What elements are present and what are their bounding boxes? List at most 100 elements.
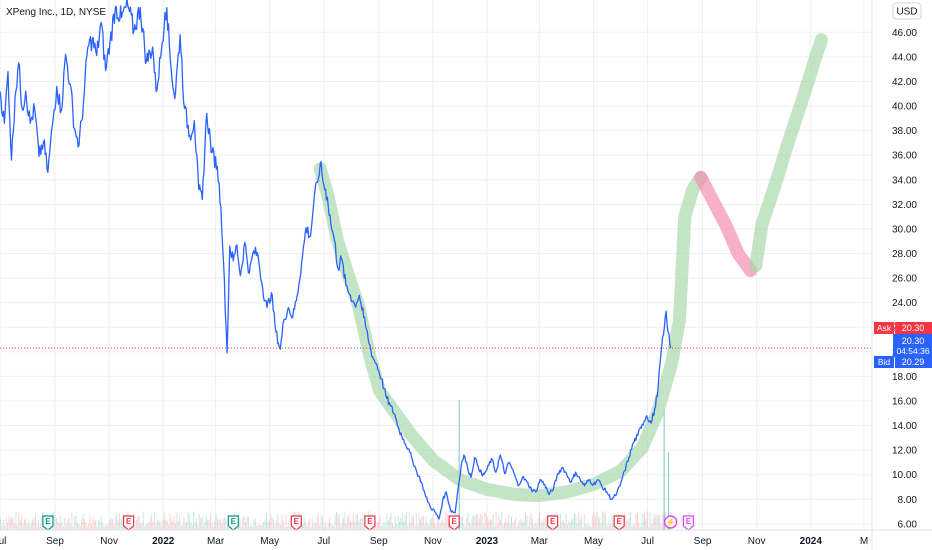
y-tick-label: 12.00 [892, 446, 917, 457]
earnings-marker[interactable]: E [123, 515, 135, 531]
volume-bar [282, 520, 284, 530]
volume-bar [543, 519, 545, 530]
volume-bar [565, 512, 567, 530]
volume-bar [604, 513, 606, 530]
volume-spike [663, 410, 665, 530]
volume-bar [487, 517, 489, 530]
volume-bar [222, 517, 224, 530]
volume-bar [210, 512, 211, 530]
volume-bar [400, 517, 402, 530]
volume-bar [648, 526, 650, 530]
volume-bar [142, 511, 144, 530]
volume-bar [649, 512, 651, 530]
volume-bar [547, 525, 549, 530]
volume-bar [355, 513, 357, 530]
volume-bar [275, 520, 277, 530]
volume-bar [520, 519, 522, 530]
volume-bar [113, 525, 115, 530]
volume-bar [212, 526, 214, 530]
volume-bar [33, 517, 35, 530]
earnings-marker[interactable]: E [290, 515, 302, 531]
y-tick-label: 34.00 [892, 175, 917, 186]
volume-bar [7, 522, 8, 530]
earnings-marker[interactable]: E [227, 515, 239, 531]
volume-bar [471, 516, 473, 530]
volume-bar [404, 515, 406, 530]
volume-bar [327, 523, 329, 530]
earnings-marker[interactable]: E [448, 515, 460, 531]
event-marker[interactable]: ⚡ [663, 515, 678, 529]
earnings-marker[interactable]: E [682, 515, 694, 531]
earnings-marker[interactable]: E [547, 515, 559, 531]
chart-title: XPeng Inc., 1D, NYSE [6, 7, 106, 18]
volume-bar [95, 519, 97, 530]
y-tick-label: 46.00 [892, 28, 917, 39]
x-tick-label: 2023 [476, 536, 499, 547]
volume-bar [253, 519, 255, 530]
volume-bar [505, 518, 507, 530]
volume-bar [9, 519, 11, 530]
volume-bar [288, 519, 290, 530]
currency-button[interactable]: USD [892, 2, 922, 20]
volume-bar [334, 515, 336, 530]
earnings-marker[interactable]: E [364, 515, 376, 531]
volume-bar [540, 520, 542, 530]
y-tick-label: 40.00 [892, 102, 917, 113]
volume-bar [578, 511, 580, 530]
event-markers[interactable]: E E E E E E E E ⚡ E [42, 515, 694, 531]
volume-bar [571, 519, 573, 530]
volume-bar [100, 515, 102, 530]
volume-bar [252, 526, 253, 530]
volume-bar [4, 525, 6, 530]
svg-text:E: E [452, 517, 458, 526]
price-axis[interactable]: 6.008.0010.0012.0014.0016.0018.0020.0022… [871, 0, 917, 550]
volume-bar [246, 517, 248, 530]
volume-bar [628, 517, 630, 530]
volume-bar [15, 511, 17, 530]
volume-bar [329, 517, 330, 530]
volume-bar [432, 514, 434, 530]
volume-bar [394, 516, 396, 530]
volume-bar [536, 523, 538, 530]
volume-bar [401, 512, 403, 530]
volume-bar [35, 514, 36, 530]
volume-bar [638, 522, 640, 530]
time-axis[interactable]: Jul Sep Nov 2022 Mar May Jul Sep Nov 2023 Mar May Ju… [0, 529, 932, 547]
earnings-marker[interactable]: E [42, 515, 54, 531]
volume-bar [417, 525, 419, 530]
volume-bar [498, 514, 500, 530]
bar-countdown: 04:54:36 [896, 346, 929, 356]
volume-bar [431, 518, 433, 530]
y-tick-label: 28.00 [892, 249, 917, 260]
volume-bar [176, 512, 178, 530]
y-tick-label: 10.00 [892, 470, 917, 481]
volume-bar [18, 511, 20, 530]
volume-bar [207, 519, 209, 530]
volume-bar [240, 526, 242, 530]
volume-bar [243, 516, 245, 530]
volume-bar [375, 524, 377, 530]
volume-bar [84, 519, 85, 530]
volume-bar [287, 526, 288, 530]
volume-bar [135, 519, 137, 530]
volume-bar [175, 523, 176, 530]
y-tick-label: 42.00 [892, 77, 917, 88]
volume-bar [1, 525, 3, 530]
volume-bar [659, 514, 661, 530]
volume-bar [446, 513, 448, 530]
x-tick-label: Jul [0, 536, 6, 547]
volume-bar [569, 522, 571, 530]
x-tick-label: Mar [207, 536, 225, 547]
volume-bar [302, 524, 304, 530]
volume-bar [443, 523, 445, 530]
volume-bar [494, 526, 496, 530]
volume-bar [147, 523, 148, 530]
volume-bar [12, 518, 14, 530]
volume-bar [357, 514, 358, 530]
volume-bar [644, 511, 645, 530]
volume-bar [67, 519, 69, 530]
earnings-marker[interactable]: E [613, 515, 625, 531]
volume-bar [418, 514, 420, 530]
